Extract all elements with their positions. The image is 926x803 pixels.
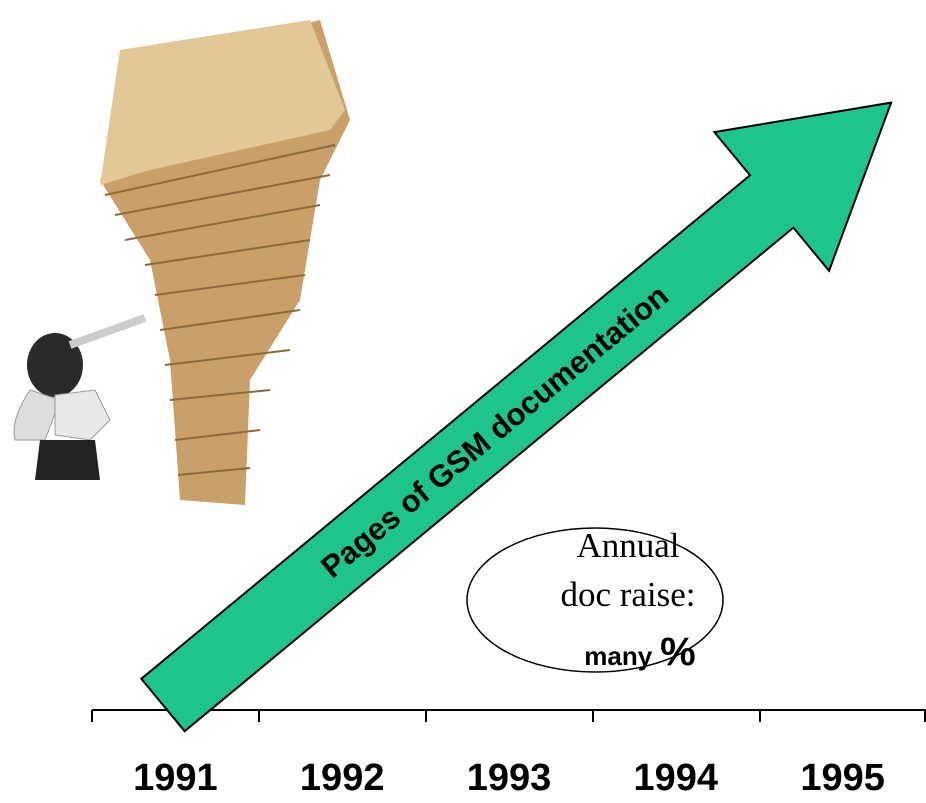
page: Pages of GSM documentation Annual doc ra… [0,0,926,803]
year-label: 1994 [634,757,719,799]
timeline-axis [92,710,926,722]
folder-stack [100,20,350,505]
year-label: 1995 [800,757,885,799]
callout: Annual doc raise: many% [467,526,723,674]
callout-line: doc raise: [560,575,695,614]
year-label: 1993 [467,757,552,799]
year-label: 1992 [300,757,385,799]
year-labels: 1991 1992 1993 1994 1995 [133,757,885,799]
year-label: 1991 [133,757,218,799]
man-figure [14,318,145,480]
emphasis-unit: % [660,630,696,674]
callout-line: Annual [576,526,679,565]
slide: Pages of GSM documentation Annual doc ra… [0,0,926,803]
emphasis-word: many [584,641,652,671]
